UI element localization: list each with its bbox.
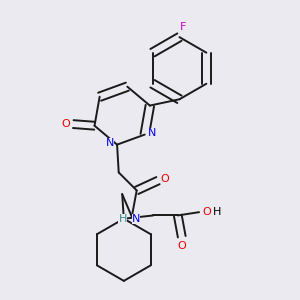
Text: F: F [179, 22, 186, 32]
Text: O: O [177, 241, 186, 251]
Text: O: O [161, 174, 170, 184]
Text: H: H [118, 214, 127, 224]
Text: N: N [148, 128, 156, 138]
Text: N: N [131, 214, 140, 224]
Text: H: H [213, 207, 221, 217]
Text: O: O [202, 207, 211, 217]
Text: O: O [62, 119, 70, 129]
Text: N: N [106, 138, 114, 148]
